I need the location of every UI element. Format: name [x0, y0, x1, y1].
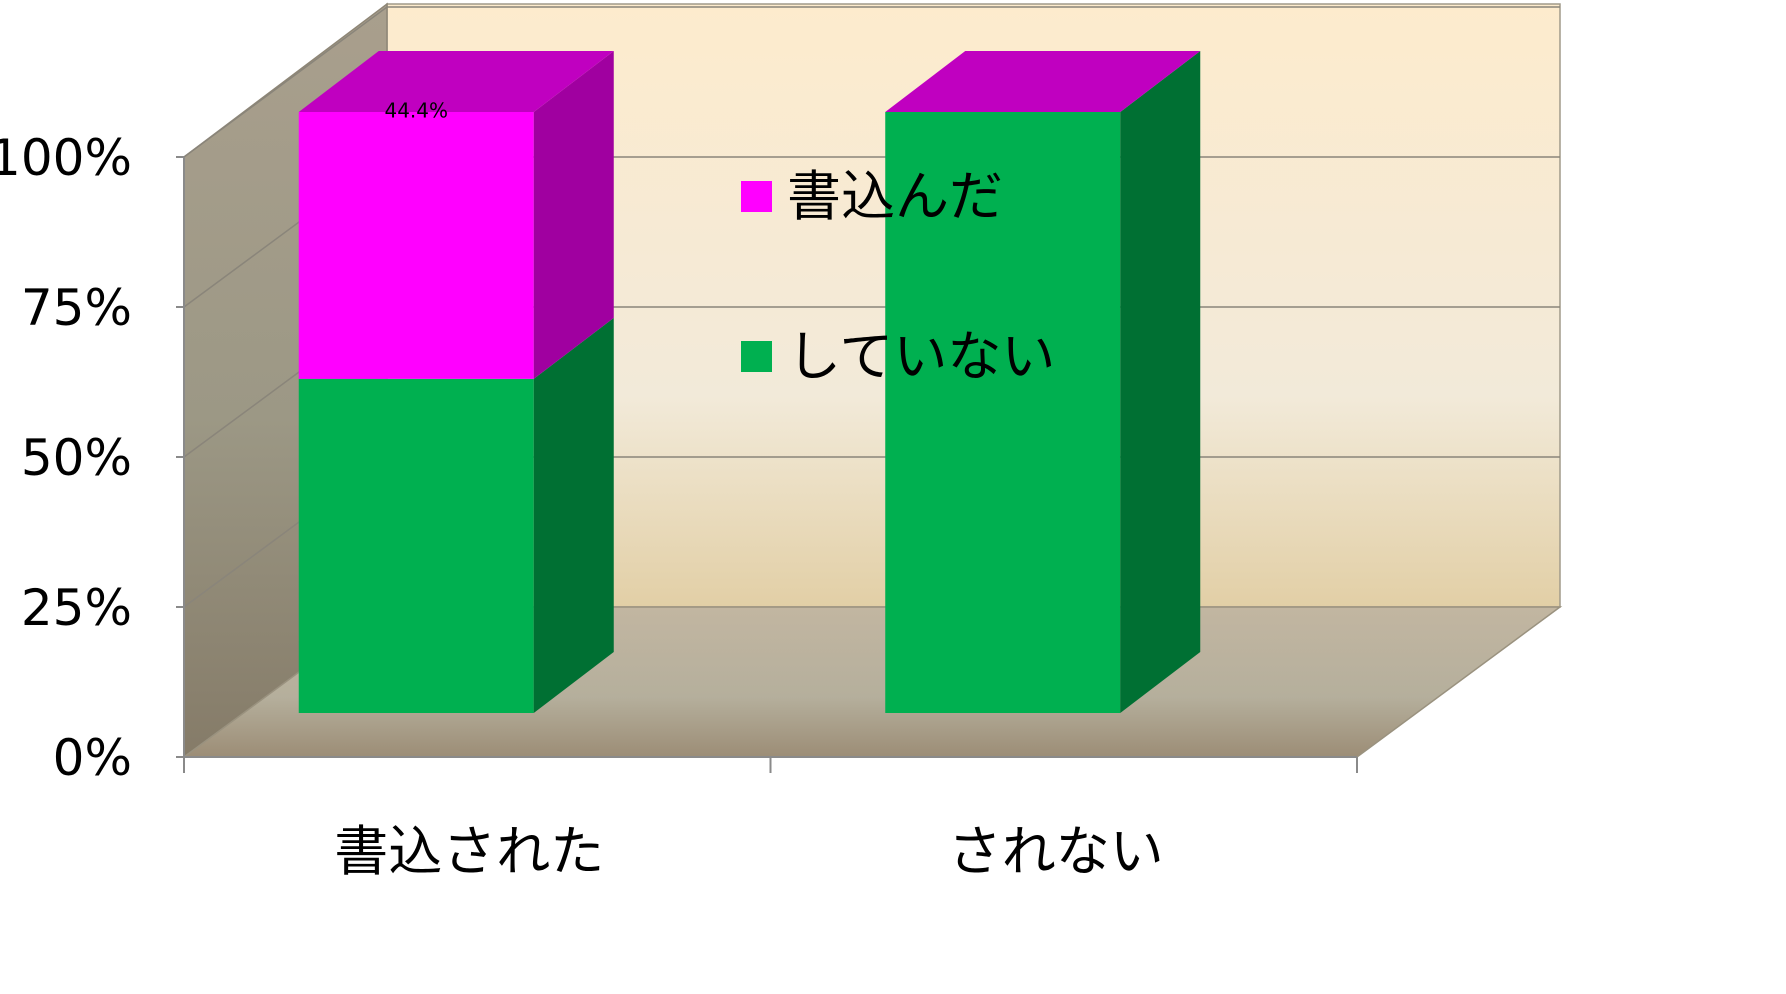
legend-label: していない	[787, 325, 1055, 388]
y-tick-label: 75%	[21, 279, 132, 337]
y-tick-label: 0%	[53, 729, 132, 787]
bars: 44.4%	[298, 51, 1201, 713]
legend-swatch	[741, 181, 772, 212]
data-label: 44.4%	[384, 98, 448, 122]
bar-segment	[298, 112, 534, 379]
bar-segment-side	[533, 51, 614, 379]
axes: 0% 25% 50% 75% 100% 書込された されない	[0, 129, 1358, 883]
y-tick-label: 100%	[0, 129, 132, 187]
x-tick-label: 書込された	[334, 820, 604, 883]
legend-swatch	[741, 341, 772, 372]
bar-stack	[885, 51, 1201, 713]
bar-segment	[298, 378, 534, 713]
gridline	[183, 6, 1560, 158]
bar-segment-side	[533, 317, 614, 713]
bar-top-face	[885, 51, 1201, 112]
bar-segment-side	[1120, 51, 1201, 713]
y-tick-label: 50%	[21, 429, 132, 487]
legend-label: 書込んだ	[787, 165, 1003, 228]
bar-segment	[885, 112, 1121, 713]
bar-stack	[298, 51, 614, 713]
x-tick-label: されない	[948, 820, 1164, 883]
y-tick-label: 25%	[21, 579, 132, 637]
bar-top-face	[298, 51, 614, 112]
